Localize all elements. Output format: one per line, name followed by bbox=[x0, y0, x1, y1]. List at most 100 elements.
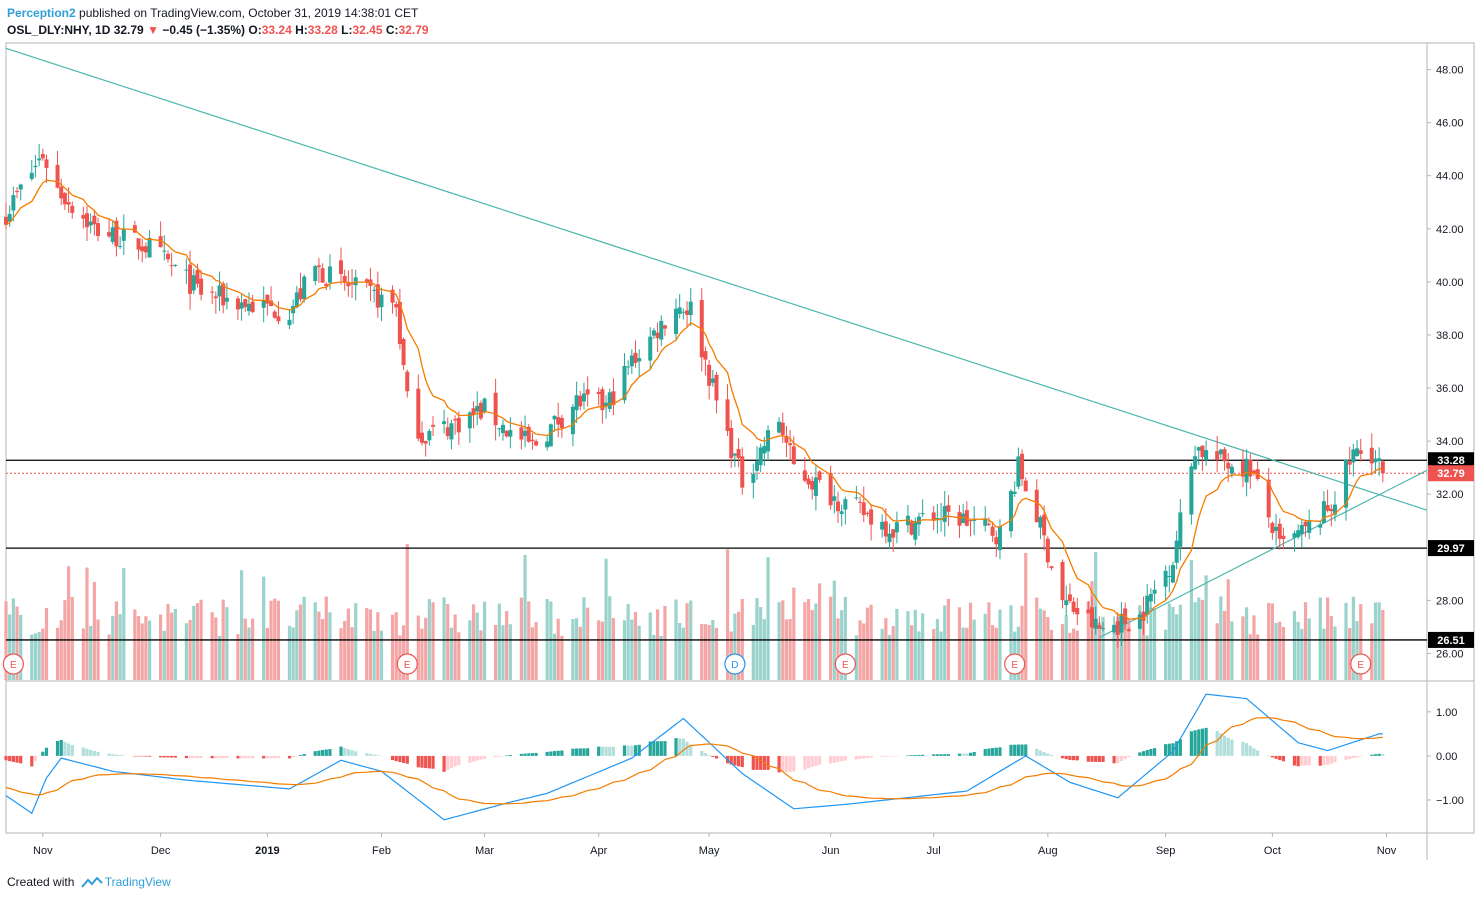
candle-body bbox=[1170, 565, 1175, 583]
candle-body bbox=[1152, 589, 1157, 594]
candle-body bbox=[88, 221, 93, 226]
macd-histogram-bar bbox=[527, 753, 531, 756]
macd-histogram-bar bbox=[608, 746, 612, 756]
volume-bar bbox=[887, 634, 892, 680]
macd-histogram-bar bbox=[1094, 755, 1098, 762]
volume-bar bbox=[869, 604, 873, 680]
macd-histogram-bar bbox=[1138, 752, 1142, 756]
macd-histogram-bar bbox=[140, 755, 144, 757]
open-value: 33.24 bbox=[261, 23, 292, 37]
low-value: 32.45 bbox=[352, 23, 383, 37]
candle-body bbox=[239, 302, 244, 309]
volume-bar bbox=[1046, 617, 1050, 680]
volume-bar bbox=[147, 620, 152, 680]
macd-histogram-bar bbox=[390, 755, 395, 761]
volume-bar bbox=[247, 627, 251, 680]
candle-body bbox=[651, 330, 656, 336]
volume-bar bbox=[549, 601, 553, 680]
price-tick-label-6: 36.00 bbox=[1436, 383, 1464, 395]
macd-histogram-bar bbox=[265, 755, 269, 759]
macd-histogram-bar bbox=[243, 755, 247, 759]
candle-body bbox=[1251, 470, 1256, 474]
macd-histogram-bar bbox=[63, 741, 67, 756]
macd-histogram-bar bbox=[453, 755, 457, 767]
volume-bar bbox=[1329, 616, 1333, 680]
candle-body bbox=[364, 279, 369, 283]
candle-body bbox=[1296, 530, 1301, 538]
macd-histogram-bar bbox=[107, 753, 111, 756]
volume-bar bbox=[792, 587, 796, 680]
level-label-1: 29.97 bbox=[1437, 543, 1465, 555]
tradingview-logo-icon bbox=[80, 876, 103, 888]
volume-bar bbox=[1300, 628, 1304, 680]
volume-bar bbox=[1167, 603, 1171, 680]
price-tick-label-1: 46.00 bbox=[1436, 118, 1464, 130]
volume-bar bbox=[910, 625, 914, 680]
tradingview-brand-link[interactable]: TradingView bbox=[104, 875, 171, 889]
volume-bar bbox=[468, 620, 472, 680]
candle-body bbox=[1145, 595, 1150, 615]
volume-bar bbox=[354, 603, 358, 680]
macd-histogram-bar bbox=[939, 754, 943, 756]
macd-histogram-bar bbox=[829, 755, 833, 764]
candle-body bbox=[526, 426, 531, 442]
volume-bar bbox=[111, 615, 115, 680]
volume-bar bbox=[784, 619, 789, 680]
volume-bar bbox=[339, 628, 343, 680]
volume-bar bbox=[1270, 603, 1274, 680]
macd-histogram-bar bbox=[586, 748, 590, 756]
macd-histogram-bar bbox=[401, 755, 406, 763]
candle-body bbox=[1373, 458, 1378, 463]
candle-body bbox=[972, 519, 977, 521]
candle-body bbox=[224, 297, 229, 302]
volume-bar bbox=[1377, 602, 1381, 680]
volume-bar bbox=[1292, 610, 1297, 680]
volume-bar bbox=[1071, 628, 1076, 680]
candle-body bbox=[710, 378, 715, 383]
volume-bar bbox=[895, 608, 899, 680]
candle-body bbox=[688, 301, 693, 316]
candle-body bbox=[188, 264, 193, 294]
author-link[interactable]: Perception2 bbox=[7, 6, 76, 20]
volume-bar bbox=[298, 604, 303, 680]
macd-histogram-bar bbox=[475, 755, 479, 761]
macd-histogram-bar bbox=[133, 755, 137, 757]
symbol-label[interactable]: OSL_DLY:NHY, 1D bbox=[7, 23, 111, 37]
volume-bar bbox=[184, 623, 188, 680]
macd-histogram-bar bbox=[1303, 755, 1308, 766]
publish-line: Perception2 published on TradingView.com… bbox=[7, 6, 418, 20]
candle-body bbox=[1248, 459, 1253, 477]
macd-histogram-bar bbox=[1373, 754, 1378, 756]
candle-body bbox=[1189, 466, 1194, 515]
macd-histogram-bar bbox=[1292, 755, 1297, 766]
candle-body bbox=[33, 165, 38, 168]
volume-bar bbox=[762, 619, 766, 680]
volume-bar bbox=[188, 619, 192, 680]
volume-bar bbox=[251, 618, 255, 680]
macd-histogram-bar bbox=[214, 755, 218, 759]
macd-histogram-bar bbox=[921, 754, 925, 756]
volume-bar bbox=[733, 613, 737, 680]
candle-body bbox=[276, 316, 281, 322]
macd-histogram-bar bbox=[144, 755, 148, 757]
volume-bar bbox=[983, 613, 987, 680]
created-with-text: Created with bbox=[7, 875, 75, 889]
macd-histogram-bar bbox=[85, 748, 89, 756]
candle-body bbox=[1215, 451, 1220, 460]
macd-tick-label-1: 0.00 bbox=[1436, 751, 1457, 763]
volume-bar bbox=[586, 607, 590, 680]
candle-body bbox=[762, 445, 767, 454]
level-badge-0 bbox=[1428, 452, 1474, 469]
candle-body bbox=[350, 283, 355, 285]
volume-bar bbox=[11, 598, 15, 680]
candle-body bbox=[887, 533, 892, 543]
candle-body bbox=[221, 283, 226, 306]
macd-histogram-bar bbox=[1116, 755, 1120, 764]
candle-body bbox=[320, 268, 325, 283]
macd-histogram-bar bbox=[1318, 755, 1322, 766]
candle-body bbox=[11, 195, 16, 211]
macd-histogram-bar bbox=[604, 746, 608, 756]
macd-histogram-bar bbox=[269, 755, 273, 759]
macd-histogram-bar bbox=[1200, 728, 1205, 756]
